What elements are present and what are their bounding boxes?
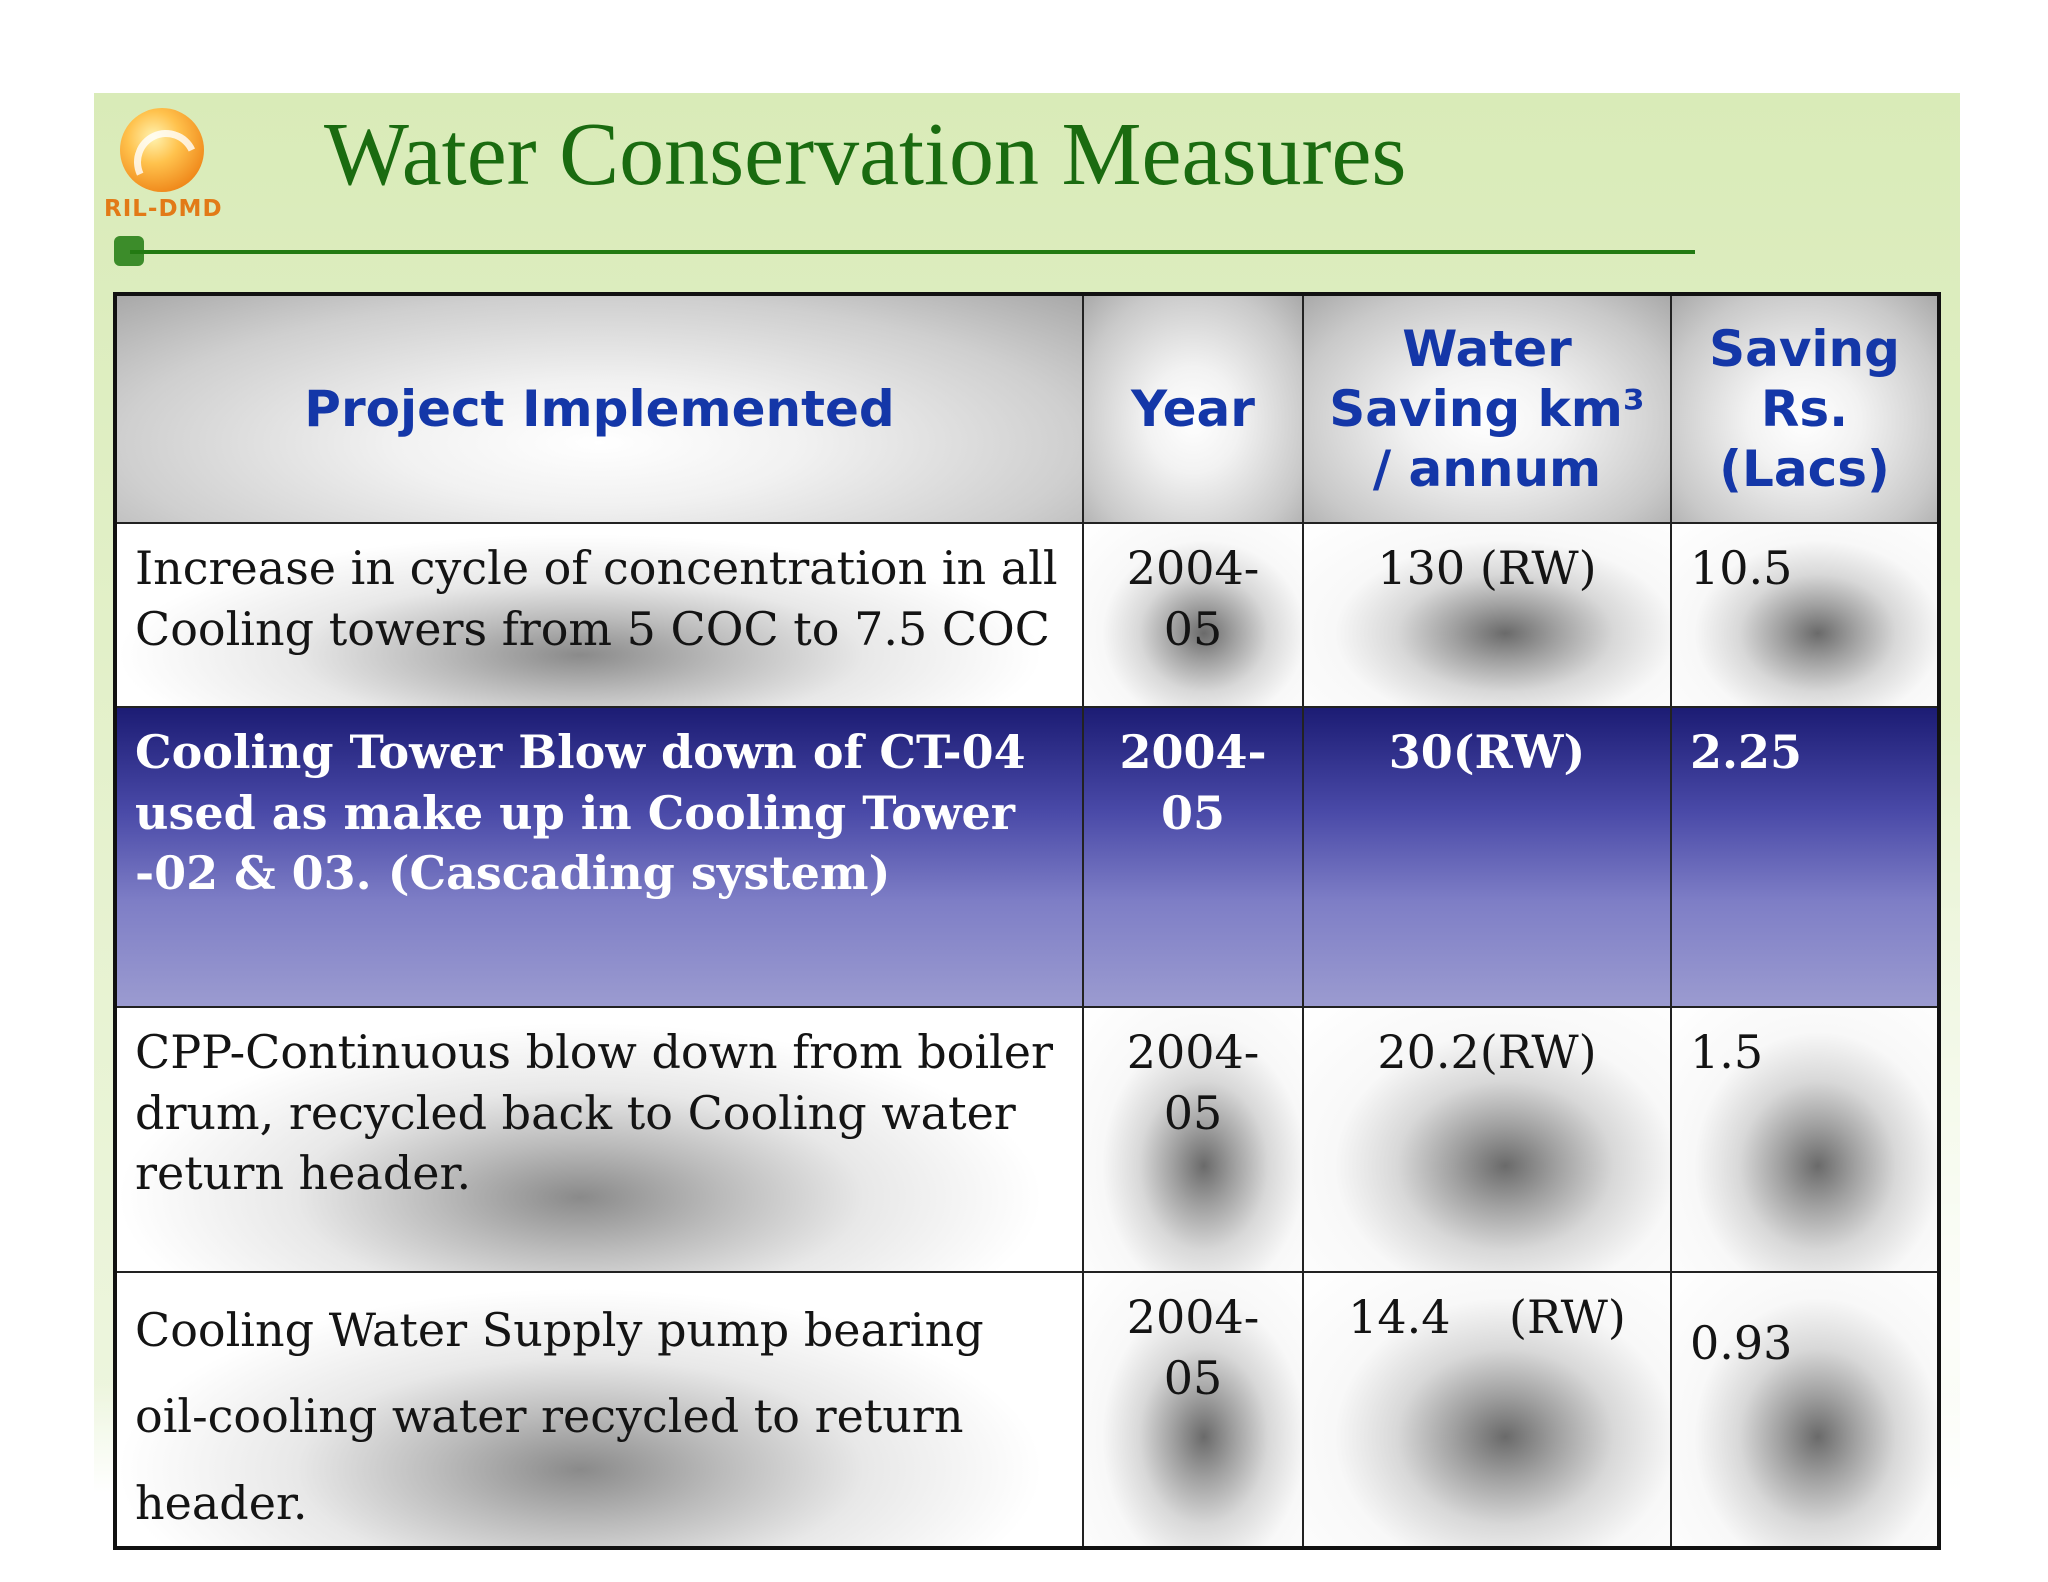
conservation-table: Project Implemented Year Water Saving km… [113, 292, 1941, 1551]
title-rule [130, 250, 1695, 254]
header-water-saving: Water Saving km³ / annum [1302, 293, 1672, 524]
project-cell: Increase in cycle of concentration in al… [114, 522, 1084, 708]
year-cell: 2004-05 [1082, 706, 1304, 1008]
project-cell: Cooling Water Supply pump bearing oil-co… [114, 1270, 1084, 1550]
water-saving-text: 130 (RW) [1377, 541, 1597, 595]
year-text: 2004-05 [1126, 1290, 1260, 1405]
project-cell: CPP-Continuous blow down from boiler dru… [114, 1006, 1084, 1273]
page-title: Water Conservation Measures [324, 105, 1407, 204]
saving-cell: 1.5 [1670, 1006, 1940, 1273]
ril-logo-icon [120, 108, 208, 204]
water-saving-cell: 30(RW) [1302, 706, 1672, 1008]
project-text: Cooling Tower Blow down of CT-04 used as… [135, 725, 1026, 901]
header-saving: Saving Rs. (Lacs) [1670, 293, 1940, 524]
saving-cell: 2.25 [1670, 706, 1940, 1008]
saving-text: 2.25 [1690, 725, 1803, 779]
water-saving-text: 30(RW) [1388, 725, 1586, 779]
year-text: 2004-05 [1119, 725, 1267, 840]
year-text: 2004-05 [1126, 1025, 1260, 1140]
header-saving-line2: Rs. [1760, 380, 1849, 438]
table-row: Increase in cycle of concentration in al… [114, 522, 1940, 708]
saving-text: 1.5 [1690, 1025, 1764, 1079]
table-row: Cooling Water Supply pump bearing oil-co… [114, 1270, 1940, 1550]
saving-text: 0.93 [1690, 1316, 1793, 1370]
header-project: Project Implemented [114, 293, 1084, 524]
header-water-saving-line3: / annum [1372, 440, 1602, 498]
year-cell: 2004-05 [1082, 522, 1304, 708]
header-saving-line1: Saving [1709, 320, 1900, 378]
year-cell: 2004-05 [1082, 1006, 1304, 1273]
header-water-saving-line2: Saving km³ [1329, 380, 1645, 438]
saving-text: 10.5 [1690, 541, 1793, 595]
table-header-row: Project Implemented Year Water Saving km… [114, 293, 1940, 524]
year-text: 2004-05 [1126, 541, 1260, 656]
table-row: CPP-Continuous blow down from boiler dru… [114, 1006, 1940, 1273]
water-saving-cell: 20.2(RW) [1302, 1006, 1672, 1273]
project-text: Increase in cycle of concentration in al… [135, 541, 1058, 656]
project-text: CPP-Continuous blow down from boiler dru… [135, 1025, 1053, 1201]
saving-cell: 10.5 [1670, 522, 1940, 708]
table-row-highlighted: Cooling Tower Blow down of CT-04 used as… [114, 706, 1940, 1008]
water-saving-cell: 14.4 (RW) [1302, 1270, 1672, 1550]
header-year: Year [1082, 293, 1304, 524]
saving-cell: 0.93 [1670, 1270, 1940, 1550]
project-text: Cooling Water Supply pump bearing oil-co… [135, 1303, 984, 1530]
project-cell: Cooling Tower Blow down of CT-04 used as… [114, 706, 1084, 1008]
water-saving-text: 20.2(RW) [1377, 1025, 1597, 1079]
header-project-label: Project Implemented [304, 380, 895, 438]
header-year-label: Year [1131, 380, 1255, 438]
header-water-saving-line1: Water [1402, 320, 1572, 378]
water-saving-text: 14.4 (RW) [1348, 1290, 1626, 1344]
logo-text: RIL-DMD [104, 196, 223, 222]
header-saving-line3: (Lacs) [1719, 440, 1890, 498]
water-saving-cell: 130 (RW) [1302, 522, 1672, 708]
year-cell: 2004-05 [1082, 1270, 1304, 1550]
